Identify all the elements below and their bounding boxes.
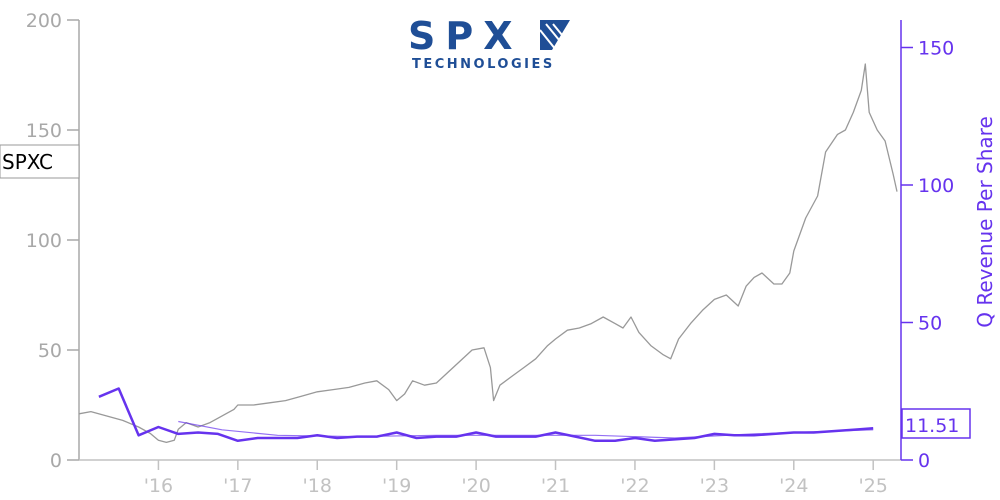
price-series-line	[78, 63, 898, 444]
x-tick-label: '22	[620, 475, 649, 497]
spx-logo: SPX TECHNOLOGIES	[408, 14, 572, 72]
right-tick-label: 150	[918, 38, 954, 60]
last-value-label: 11.51	[905, 415, 959, 437]
revenue-series-line	[98, 387, 874, 443]
x-tick-label: '16	[144, 475, 173, 497]
x-axis: '16 '17 '18 '19 '20 '21 '22 '23 '24 '25	[79, 459, 901, 497]
x-tick-label: '19	[382, 475, 411, 497]
right-axis-title: Q Revenue Per Share	[973, 116, 997, 328]
x-tick-label: '23	[700, 475, 729, 497]
logo-mark-icon	[539, 20, 572, 51]
left-axis: 0 50 100 150 200	[26, 10, 80, 472]
left-tick-label: 100	[26, 230, 62, 252]
ticker-label: SPXC	[2, 150, 53, 174]
left-tick-label: 200	[26, 10, 62, 32]
revenue-trend-line	[178, 420, 874, 439]
x-tick-label: '18	[303, 475, 332, 497]
left-tick-label: 150	[26, 120, 62, 142]
right-tick-label: 50	[918, 313, 942, 335]
x-tick-label: '17	[223, 475, 252, 497]
logo-name: SPX	[408, 14, 523, 58]
left-tick-label: 50	[38, 340, 62, 362]
right-tick-label: 0	[918, 450, 930, 472]
x-tick-label: '21	[541, 475, 570, 497]
right-axis: 0 50 100 150 Q Revenue Per Share	[900, 20, 997, 472]
x-tick-label: '20	[461, 475, 490, 497]
last-value-box: 11.51	[901, 408, 971, 439]
logo-subtitle: TECHNOLOGIES	[412, 57, 555, 72]
x-tick-label: '25	[858, 475, 887, 497]
right-tick-label: 100	[918, 175, 954, 197]
x-tick-label: '24	[779, 475, 808, 497]
left-tick-label: 0	[50, 450, 62, 472]
ticker-box: SPXC	[0, 144, 80, 179]
